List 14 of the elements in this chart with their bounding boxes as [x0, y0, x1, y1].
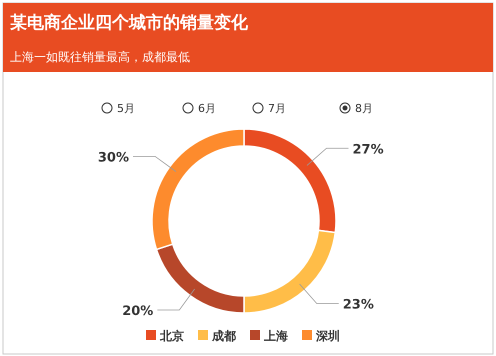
legend-label: 成都 — [211, 329, 236, 343]
radio-button: 5月 — [102, 102, 135, 115]
radio-button: 6月 — [182, 102, 216, 115]
data-label: 23% — [342, 298, 374, 313]
data-label: 20% — [122, 304, 154, 319]
legend-label: 北京 — [159, 329, 184, 343]
legend-label: 上海 — [263, 329, 288, 343]
radio-button: 7月 — [252, 102, 286, 115]
chart-subtitle: 上海一如既往销量最高，成都最低 — [10, 50, 190, 64]
data-label: 27% — [352, 142, 384, 158]
radio-button: 8月 — [340, 102, 373, 115]
data-label: 30% — [98, 150, 130, 166]
chart-title: 某电商企业四个城市的销量变化 — [9, 13, 249, 33]
legend-label: 深圳 — [315, 329, 340, 343]
